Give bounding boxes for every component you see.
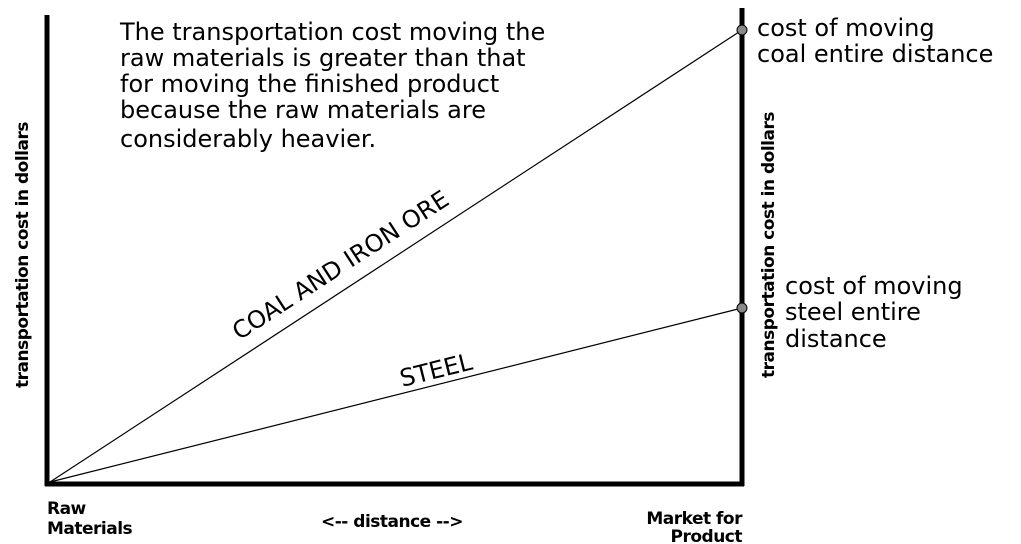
steel-annotation: distance [785,325,887,353]
steel-annotation: cost of moving [785,272,963,300]
coal-point [736,24,748,36]
coal-line [49,29,743,483]
note-line: raw materials is greater than that [120,44,526,72]
y2-axis-label: transportation cost in dollars [759,112,779,378]
end-label: Market for [646,509,743,529]
y-axis-label: transportation cost in dollars [13,122,33,388]
note-line: considerably heavier. [120,125,376,153]
origin-label: Materials [47,519,133,539]
x-axis-label: <-- distance --> [321,512,463,532]
steel-label: STEEL [397,348,476,393]
note-line: The transportation cost moving the [119,18,545,46]
coal-label: COAL AND IRON ORE [227,185,454,346]
end-label: Product [671,527,743,544]
coal-annotation: cost of moving [757,14,935,42]
origin-label: Raw [47,499,87,519]
steel-annotation: steel entire [785,298,921,326]
steel-line [49,307,743,483]
coal-annotation: coal entire distance [757,40,993,68]
note-line: because the raw materials are [120,96,486,124]
note-line: for moving the finished product [120,70,499,98]
steel-point [736,302,748,314]
note: The transportation cost moving the raw m… [119,18,545,153]
